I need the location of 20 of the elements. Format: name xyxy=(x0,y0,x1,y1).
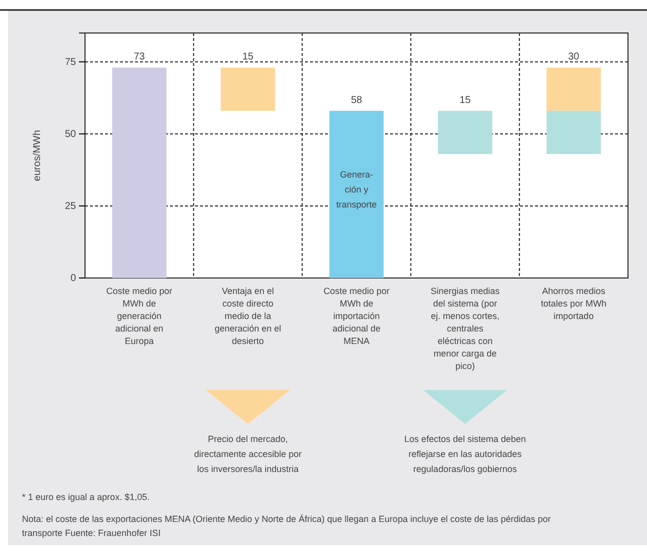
total-label: 30 xyxy=(568,52,580,63)
total-label: 73 xyxy=(134,52,146,63)
x-tick-label: Coste medio por MWh de generación adicional en Europa xyxy=(106,286,172,346)
total-label: 15 xyxy=(242,52,254,63)
text: Precio del mercado, directamente accesible por los inversores/la industria xyxy=(194,434,302,474)
x-tick-label: Coste medio por MWh de importación adicional de MENA xyxy=(323,286,390,346)
annotation: Genera- ción y transporte xyxy=(336,170,377,210)
x-tick-label: Sinergias medias del sistema (por ej. menos cortes, centrales eléctricas con menor carga de pico) xyxy=(430,286,500,371)
y-tick-label: 25 xyxy=(64,201,76,212)
text: * 1 euro es igual a aprox. $1,05. xyxy=(22,492,150,502)
y-tick-label: 50 xyxy=(64,129,76,140)
y-tick-label: 75 xyxy=(64,57,76,68)
x-tick-label: Ahorros medios totales por MWh importado xyxy=(540,286,606,321)
total-label: 15 xyxy=(460,94,472,106)
text: Nota: el coste de las exportaciones MENA (Oriente Medio y Norte de África) que llegan a Europa incluye el coste de las pérdidas por transporte Fuente: Frauenhofer ISI xyxy=(22,514,551,538)
y-tick-label: 0 xyxy=(70,273,76,284)
y-axis-title: euros/MWh xyxy=(32,130,43,182)
text: Los efectos del sistema deben reflejarse en las autoridades reguladoras/los gobiernos xyxy=(404,434,526,474)
total-label: 58 xyxy=(350,94,362,106)
x-tick-label: Ventaja en el coste directo medio de la generación en el desierto xyxy=(214,286,282,346)
